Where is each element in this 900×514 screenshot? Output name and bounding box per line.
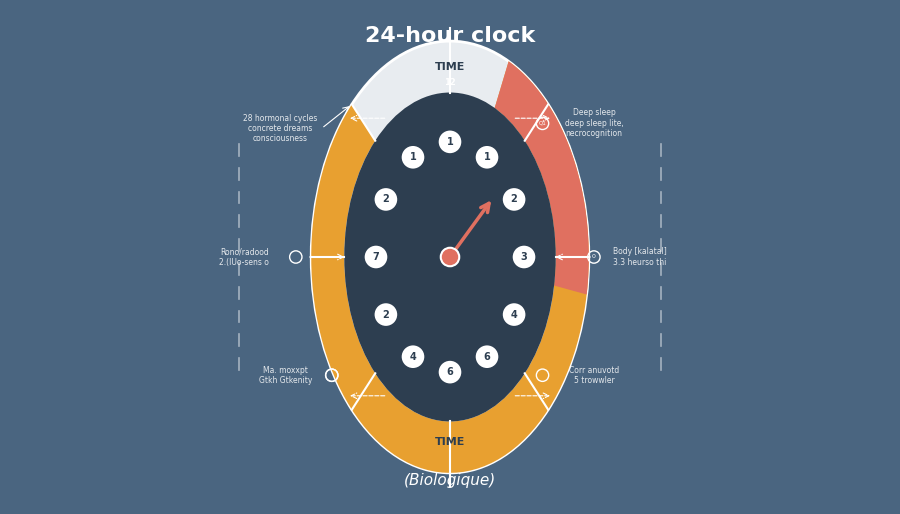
Circle shape xyxy=(476,345,499,368)
Circle shape xyxy=(503,303,526,326)
Circle shape xyxy=(401,345,424,368)
Text: 6: 6 xyxy=(446,367,454,377)
Circle shape xyxy=(401,146,424,169)
Circle shape xyxy=(364,246,387,268)
Circle shape xyxy=(374,303,397,326)
Circle shape xyxy=(374,188,397,211)
Text: 1: 1 xyxy=(446,137,454,147)
Text: Body [kalatal]
3.3 heurso thi: Body [kalatal] 3.3 heurso thi xyxy=(613,247,667,267)
Text: 3: 3 xyxy=(520,252,527,262)
Text: (Biologique): (Biologique) xyxy=(404,473,496,488)
Text: 6: 6 xyxy=(483,352,490,362)
Text: 2: 2 xyxy=(382,194,390,205)
Text: 0: 0 xyxy=(592,254,596,260)
Text: 12: 12 xyxy=(444,78,456,87)
PathPatch shape xyxy=(495,61,589,295)
Text: 1: 1 xyxy=(410,152,417,162)
Text: Q1: Q1 xyxy=(538,121,546,126)
Ellipse shape xyxy=(345,93,555,421)
Circle shape xyxy=(438,361,462,383)
Text: TIME: TIME xyxy=(435,437,465,447)
Circle shape xyxy=(441,248,459,266)
Text: 4: 4 xyxy=(410,352,417,362)
Text: 1: 1 xyxy=(483,152,490,162)
PathPatch shape xyxy=(311,61,589,473)
Circle shape xyxy=(503,188,526,211)
Text: 24-hour clock: 24-hour clock xyxy=(364,26,536,46)
Text: 7: 7 xyxy=(373,252,380,262)
Text: Corr anuvotd
5 trowwler: Corr anuvotd 5 trowwler xyxy=(569,365,619,385)
Text: 28 hormonal cycles
concrete dreams
consciousness: 28 hormonal cycles concrete dreams consc… xyxy=(243,114,318,143)
Text: TIME: TIME xyxy=(435,62,465,72)
Text: 4: 4 xyxy=(510,309,518,320)
Text: 2: 2 xyxy=(510,194,518,205)
Circle shape xyxy=(513,246,536,268)
Text: 2: 2 xyxy=(382,309,390,320)
Text: Rono/radood
2.(lUo-sens o: Rono/radood 2.(lUo-sens o xyxy=(220,247,269,267)
Text: Deep sleep
deep sleep lite,
necrocognition: Deep sleep deep sleep lite, necrocogniti… xyxy=(564,108,624,138)
Text: Ma. moxxpt
Gtkh Gtkenity: Ma. moxxpt Gtkh Gtkenity xyxy=(259,365,312,385)
Circle shape xyxy=(476,146,499,169)
Circle shape xyxy=(438,131,462,153)
Ellipse shape xyxy=(311,41,589,473)
